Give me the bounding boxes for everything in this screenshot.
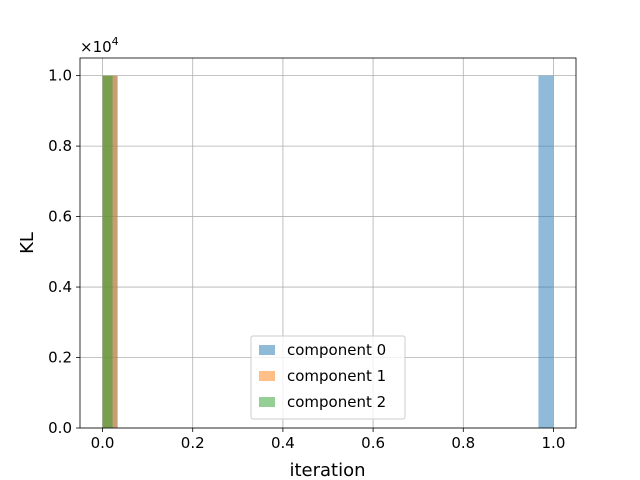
legend-box xyxy=(250,335,406,420)
legend-label-component-2: component 2 xyxy=(287,393,386,411)
y-offset-exponent: 4 xyxy=(112,35,119,48)
x-tick-label: 0.8 xyxy=(451,434,475,452)
bar-component-0 xyxy=(538,75,554,428)
y-tick-label: 0.8 xyxy=(48,137,72,155)
bars xyxy=(102,75,554,428)
y-tick-label: 1.0 xyxy=(48,67,72,85)
legend-label-component-0: component 0 xyxy=(287,341,386,359)
y-axis-label: KL xyxy=(17,232,38,254)
x-tick-label: 0.2 xyxy=(181,434,205,452)
x-tick-label: 0.6 xyxy=(361,434,385,452)
ticks: 0.0 0.2 0.4 0.6 0.8 1.0 0.0 0.2 0.4 0.6 0.8 1.0 xyxy=(48,67,565,452)
y-offset-base: ×10 xyxy=(80,38,112,56)
y-tick-label: 0.4 xyxy=(48,278,72,296)
y-tick-label: 0.0 xyxy=(48,419,72,437)
grid xyxy=(80,58,576,429)
y-offset-text: ×104 xyxy=(80,35,119,56)
y-tick-label: 0.6 xyxy=(48,208,72,226)
legend-swatch-component-2 xyxy=(259,397,275,407)
plot-frame xyxy=(79,57,577,429)
legend-label-component-1: component 1 xyxy=(287,367,386,385)
legend-swatch-component-0 xyxy=(259,345,275,355)
x-tick-label: 0.0 xyxy=(91,434,115,452)
x-tick-label: 1.0 xyxy=(542,434,566,452)
x-axis-label: iteration xyxy=(289,460,365,480)
bar-component-2 xyxy=(102,75,113,428)
x-tick-label: 0.4 xyxy=(271,434,295,452)
y-tick-label: 0.2 xyxy=(48,349,72,367)
legend-swatch-component-1 xyxy=(259,371,275,381)
legend: component 0 component 1 component 2 xyxy=(250,335,406,420)
